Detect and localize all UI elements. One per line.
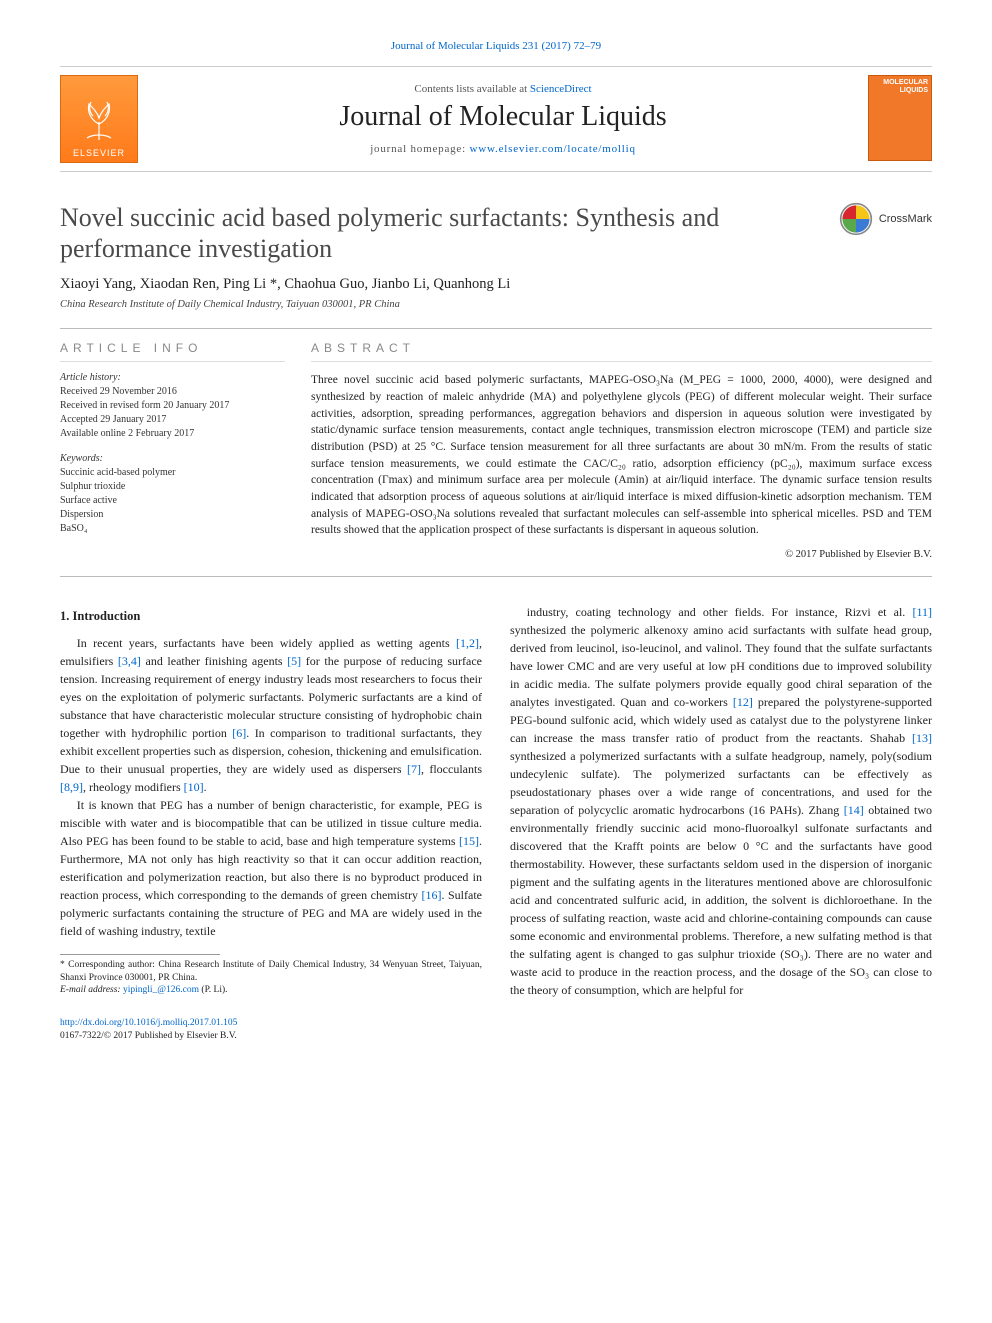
article-info-column: ARTICLE INFO Article history: Received 2…: [60, 341, 285, 560]
article-info-heading: ARTICLE INFO: [60, 341, 285, 362]
cover-text: MOLECULAR LIQUIDS: [883, 79, 928, 94]
abstract-column: ABSTRACT Three novel succinic acid based…: [311, 341, 932, 560]
authors: Xiaoyi Yang, Xiaodan Ren, Ping Li *, Cha…: [60, 276, 932, 293]
publisher-logo: ELSEVIER: [60, 75, 138, 163]
abstract-heading: ABSTRACT: [311, 341, 932, 362]
abstract-text: Three novel succinic acid based polymeri…: [311, 372, 932, 539]
body-paragraph: In recent years, surfactants have been w…: [60, 634, 482, 796]
title-row: Novel succinic acid based polymeric surf…: [60, 202, 932, 276]
revised-line: Received in revised form 20 January 2017: [60, 399, 285, 413]
homepage-prefix: journal homepage:: [370, 143, 469, 155]
citation-link[interactable]: [1,2]: [456, 636, 479, 650]
citation-link[interactable]: [6]: [232, 726, 246, 740]
contents-prefix: Contents lists available at: [414, 83, 529, 95]
body-columns: 1. Introduction In recent years, surfact…: [60, 603, 932, 999]
citation-link[interactable]: [11]: [912, 605, 932, 619]
doi-link[interactable]: http://dx.doi.org/10.1016/j.molliq.2017.…: [60, 1018, 237, 1028]
corr-author-line: * Corresponding author: China Research I…: [60, 959, 482, 985]
section-1-title: 1. Introduction: [60, 607, 482, 626]
body-paragraph: industry, coating technology and other f…: [510, 603, 932, 999]
citation-link[interactable]: [10]: [184, 780, 204, 794]
history-label: Article history:: [60, 372, 285, 383]
top-citation: Journal of Molecular Liquids 231 (2017) …: [60, 40, 932, 52]
email-label: E-mail address:: [60, 985, 123, 995]
crossmark-label: CrossMark: [879, 213, 932, 225]
abstract-copyright: © 2017 Published by Elsevier B.V.: [311, 549, 932, 560]
keywords-block: Keywords: Succinic acid-based polymer Su…: [60, 453, 285, 536]
sciencedirect-link[interactable]: ScienceDirect: [530, 83, 592, 95]
online-line: Available online 2 February 2017: [60, 427, 285, 441]
email-line: E-mail address: yipingli_@126.com (P. Li…: [60, 984, 482, 997]
top-citation-link[interactable]: Journal of Molecular Liquids 231 (2017) …: [391, 40, 601, 52]
keyword: Sulphur trioxide: [60, 480, 285, 494]
crossmark-badge[interactable]: CrossMark: [839, 202, 932, 236]
history-block: Article history: Received 29 November 20…: [60, 372, 285, 441]
corresponding-author-footnote: * Corresponding author: China Research I…: [60, 959, 482, 997]
header-center: Contents lists available at ScienceDirec…: [156, 75, 850, 163]
body-p1-text: In recent years, surfactants have been w…: [60, 636, 482, 794]
homepage-url[interactable]: www.elsevier.com/locate/molliq: [470, 143, 636, 155]
meta-abstract-block: ARTICLE INFO Article history: Received 2…: [60, 328, 932, 577]
citation-link[interactable]: [7]: [407, 762, 421, 776]
cover-text-l1: MOLECULAR: [883, 79, 928, 86]
journal-cover-thumb: MOLECULAR LIQUIDS: [868, 75, 932, 161]
affiliation: China Research Institute of Daily Chemic…: [60, 299, 932, 310]
cover-text-l2: LIQUIDS: [900, 87, 928, 94]
keyword: Succinic acid-based polymer: [60, 466, 285, 480]
footnote-separator: [60, 954, 220, 955]
crossmark-icon: [839, 202, 873, 236]
citation-link[interactable]: [5]: [287, 654, 301, 668]
citation-link[interactable]: [16]: [421, 888, 441, 902]
keyword: BaSO₄: [60, 522, 285, 536]
body-paragraph: It is known that PEG has a number of ben…: [60, 796, 482, 940]
citation-link[interactable]: [13]: [912, 731, 932, 745]
accepted-line: Accepted 29 January 2017: [60, 413, 285, 427]
issn-line: 0167-7322/© 2017 Published by Elsevier B…: [60, 1031, 237, 1041]
contents-line: Contents lists available at ScienceDirec…: [156, 83, 850, 95]
citation-link[interactable]: [14]: [844, 803, 864, 817]
journal-title: Journal of Molecular Liquids: [156, 101, 850, 133]
citation-link[interactable]: [8,9]: [60, 780, 83, 794]
citation-link[interactable]: [12]: [733, 695, 753, 709]
body-p2-text: It is known that PEG has a number of ben…: [60, 798, 482, 938]
tree-icon: [77, 94, 121, 142]
citation-link[interactable]: [3,4]: [118, 654, 141, 668]
article-title: Novel succinic acid based polymeric surf…: [60, 202, 819, 264]
journal-header: ELSEVIER Contents lists available at Sci…: [60, 66, 932, 172]
received-line: Received 29 November 2016: [60, 385, 285, 399]
keyword: Dispersion: [60, 508, 285, 522]
homepage-line: journal homepage: www.elsevier.com/locat…: [156, 143, 850, 155]
email-link[interactable]: yipingli_@126.com: [123, 985, 199, 995]
email-suffix: (P. Li).: [201, 985, 227, 995]
keyword: Surface active: [60, 494, 285, 508]
publisher-name: ELSEVIER: [73, 148, 125, 158]
body-p3-text: industry, coating technology and other f…: [510, 605, 932, 997]
keywords-label: Keywords:: [60, 453, 285, 464]
citation-link[interactable]: [15]: [459, 834, 479, 848]
page-footer: http://dx.doi.org/10.1016/j.molliq.2017.…: [60, 1017, 932, 1043]
